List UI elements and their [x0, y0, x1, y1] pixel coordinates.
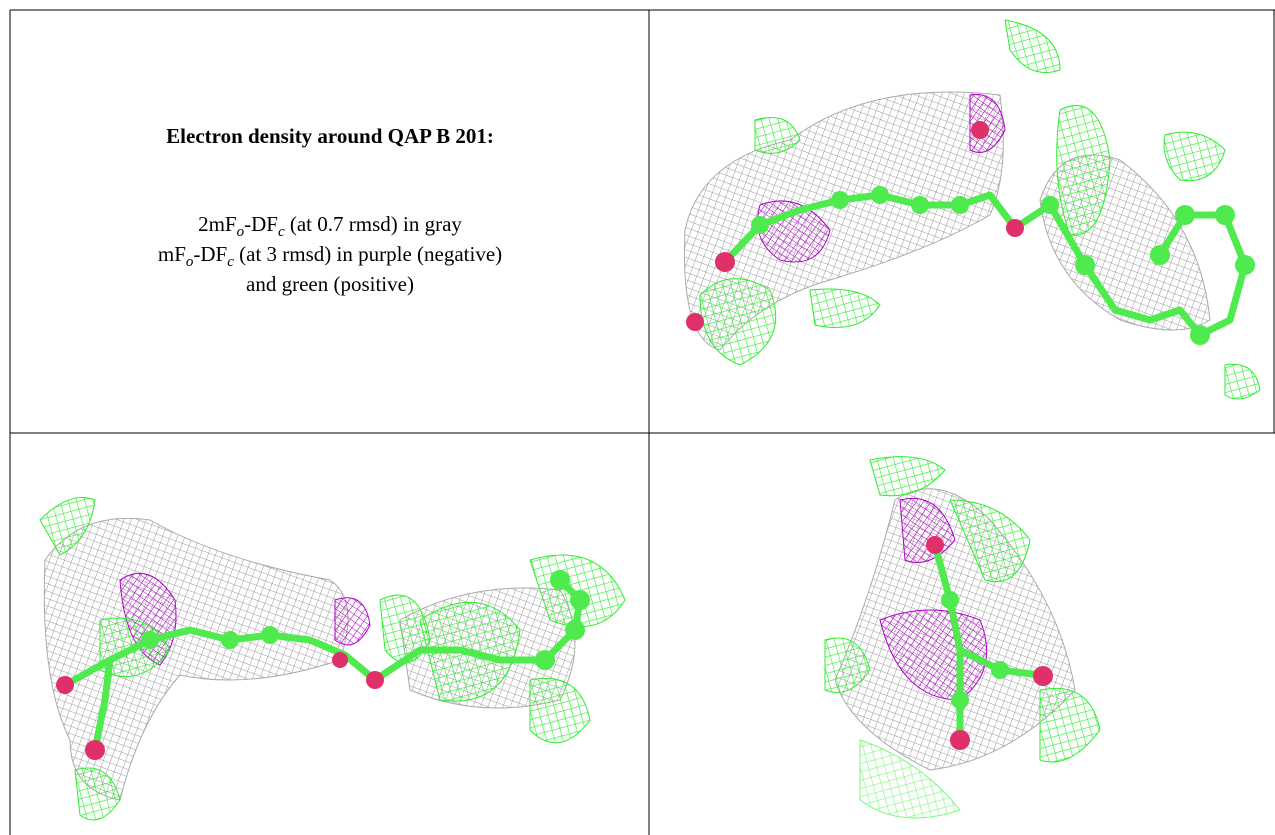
caption-title: Electron density around QAP B 201: [12, 124, 648, 149]
subscript: c [227, 254, 234, 270]
text: 2mF [198, 212, 237, 236]
text: (at 0.7 rmsd) in gray [285, 212, 462, 236]
density-view-1 [684, 20, 1260, 399]
caption-line: and green (positive) [12, 272, 648, 297]
density-view-3 [825, 457, 1100, 818]
text: mF [158, 242, 186, 266]
subscript: o [237, 224, 245, 240]
caption-line: 2mFo-DFc (at 0.7 rmsd) in gray [12, 212, 648, 241]
text: -DF [193, 242, 227, 266]
text: and green (positive) [246, 272, 414, 296]
text: (at 3 rmsd) in purple (negative) [234, 242, 502, 266]
caption-line: mFo-DFc (at 3 rmsd) in purple (negative) [12, 242, 648, 271]
subscript: c [278, 224, 285, 240]
density-view-2 [40, 498, 625, 821]
page: Electron density around QAP B 201: 2mFo-… [0, 0, 1275, 835]
text: -DF [244, 212, 278, 236]
